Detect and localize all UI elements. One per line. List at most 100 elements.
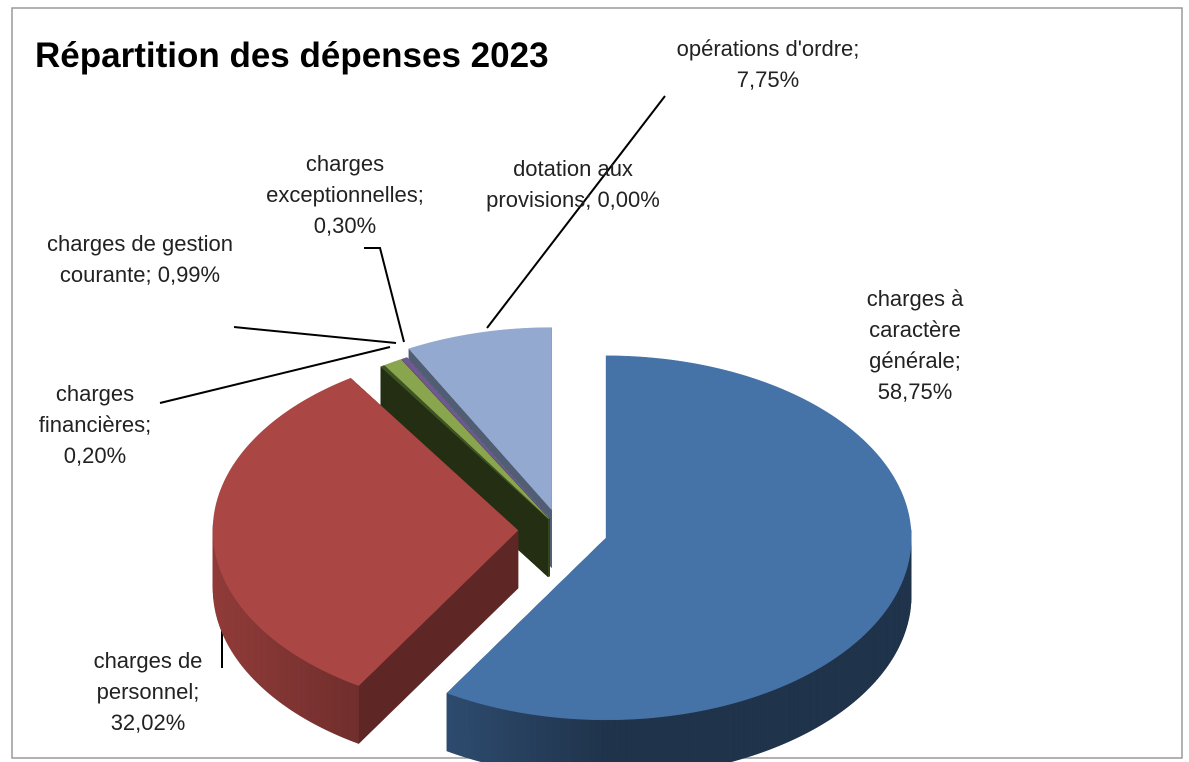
slice-wall bbox=[793, 678, 799, 740]
pie bbox=[212, 327, 912, 762]
slice-wall bbox=[288, 650, 293, 712]
slice-wall bbox=[728, 702, 735, 762]
slice-wall bbox=[641, 717, 647, 762]
slice-wall bbox=[789, 680, 795, 742]
slice-wall bbox=[299, 656, 304, 718]
slice-wall bbox=[760, 692, 766, 754]
slice-wall bbox=[847, 646, 852, 708]
slice-wall bbox=[710, 707, 716, 762]
slice-wall bbox=[676, 713, 682, 762]
slice-wall bbox=[885, 606, 889, 669]
slice-wall bbox=[491, 706, 498, 762]
slice-wall bbox=[264, 630, 268, 693]
slice-wall bbox=[250, 617, 254, 680]
slice-wall bbox=[751, 695, 757, 757]
slice-wall bbox=[620, 719, 627, 762]
leader-line bbox=[159, 346, 391, 404]
slice-wall bbox=[565, 717, 571, 762]
slice-wall bbox=[333, 674, 338, 736]
slice-wall bbox=[824, 662, 829, 724]
slice bbox=[212, 377, 519, 745]
slice-wall bbox=[827, 660, 832, 722]
slice-wall bbox=[844, 648, 848, 710]
slice-wall bbox=[631, 718, 637, 762]
slice-wall bbox=[841, 650, 845, 713]
slice-wall bbox=[230, 590, 233, 653]
slice-wall bbox=[285, 647, 290, 710]
slice-wall bbox=[580, 718, 586, 762]
slice-wall bbox=[535, 714, 541, 762]
slice-wall bbox=[777, 686, 783, 747]
slice-wall bbox=[455, 695, 461, 756]
slice-wall bbox=[850, 643, 854, 706]
slice-wall bbox=[243, 609, 247, 672]
slice-wall bbox=[496, 707, 502, 762]
slice-wall bbox=[636, 718, 642, 762]
slice-wall bbox=[272, 638, 277, 700]
slice-wall bbox=[575, 718, 581, 762]
slice-wall bbox=[714, 706, 721, 762]
slice-wall bbox=[756, 694, 761, 755]
slice-wall bbox=[615, 719, 622, 762]
slice-wall bbox=[889, 600, 893, 664]
slice-wall bbox=[856, 638, 860, 701]
slice-wall bbox=[520, 712, 527, 762]
slice-wall bbox=[705, 708, 711, 762]
slice-wall bbox=[595, 719, 602, 762]
slice-wall bbox=[329, 673, 334, 734]
slice-wall bbox=[341, 678, 347, 740]
leader-line bbox=[364, 247, 405, 343]
slice bbox=[446, 355, 912, 762]
slice-wall bbox=[887, 603, 891, 667]
slice-wall bbox=[253, 620, 257, 683]
data-label: charges de gestion courante; 0,99% bbox=[47, 231, 233, 287]
slice-wall bbox=[459, 697, 465, 758]
slice-wall bbox=[310, 663, 315, 725]
slice-wall bbox=[646, 717, 652, 762]
slice-wall bbox=[317, 667, 322, 729]
slice-wall bbox=[747, 697, 753, 758]
slice-wall bbox=[555, 717, 561, 762]
slice-wall bbox=[605, 719, 612, 762]
slice-wall bbox=[834, 655, 839, 717]
slice-wall bbox=[246, 612, 250, 675]
slice-wall bbox=[666, 715, 672, 762]
slice-wall bbox=[879, 614, 883, 677]
slice-wall bbox=[590, 719, 597, 762]
slice-wall bbox=[853, 641, 857, 703]
slice-wall bbox=[764, 691, 770, 752]
slice-wall bbox=[487, 705, 493, 762]
slice-wall bbox=[482, 703, 488, 762]
slice-wall bbox=[781, 684, 787, 745]
slice-wall bbox=[870, 625, 874, 688]
slice-wall bbox=[773, 687, 779, 749]
slice-top bbox=[384, 359, 549, 519]
slice-top bbox=[212, 377, 519, 686]
slice-wall bbox=[279, 643, 283, 705]
slice-wall bbox=[241, 607, 245, 670]
data-label: opérations d'ordre; 7,75% bbox=[676, 36, 860, 92]
slice-wall bbox=[813, 668, 818, 730]
slice-wall bbox=[864, 630, 868, 693]
slice-top bbox=[401, 357, 550, 519]
slice-wall bbox=[661, 715, 667, 762]
slice-wall bbox=[261, 628, 265, 691]
slice-wall bbox=[345, 680, 351, 741]
slice-wall bbox=[233, 595, 237, 659]
slice-wall bbox=[235, 598, 239, 662]
data-label: charges financières; 0,20% bbox=[38, 381, 152, 468]
slice-wall bbox=[809, 670, 814, 732]
slice-wall bbox=[805, 672, 811, 734]
slice-wall bbox=[785, 682, 791, 744]
slice-wall bbox=[545, 715, 551, 762]
slice-wall bbox=[881, 612, 885, 675]
slice-wall bbox=[742, 698, 748, 759]
data-label: dotation aux provisions; 0,00% bbox=[486, 156, 660, 212]
slice-wall bbox=[292, 652, 297, 714]
slice-wall bbox=[700, 709, 706, 762]
slice-wall bbox=[724, 704, 730, 762]
slice-wall bbox=[862, 633, 866, 696]
slice-wall bbox=[256, 623, 260, 686]
